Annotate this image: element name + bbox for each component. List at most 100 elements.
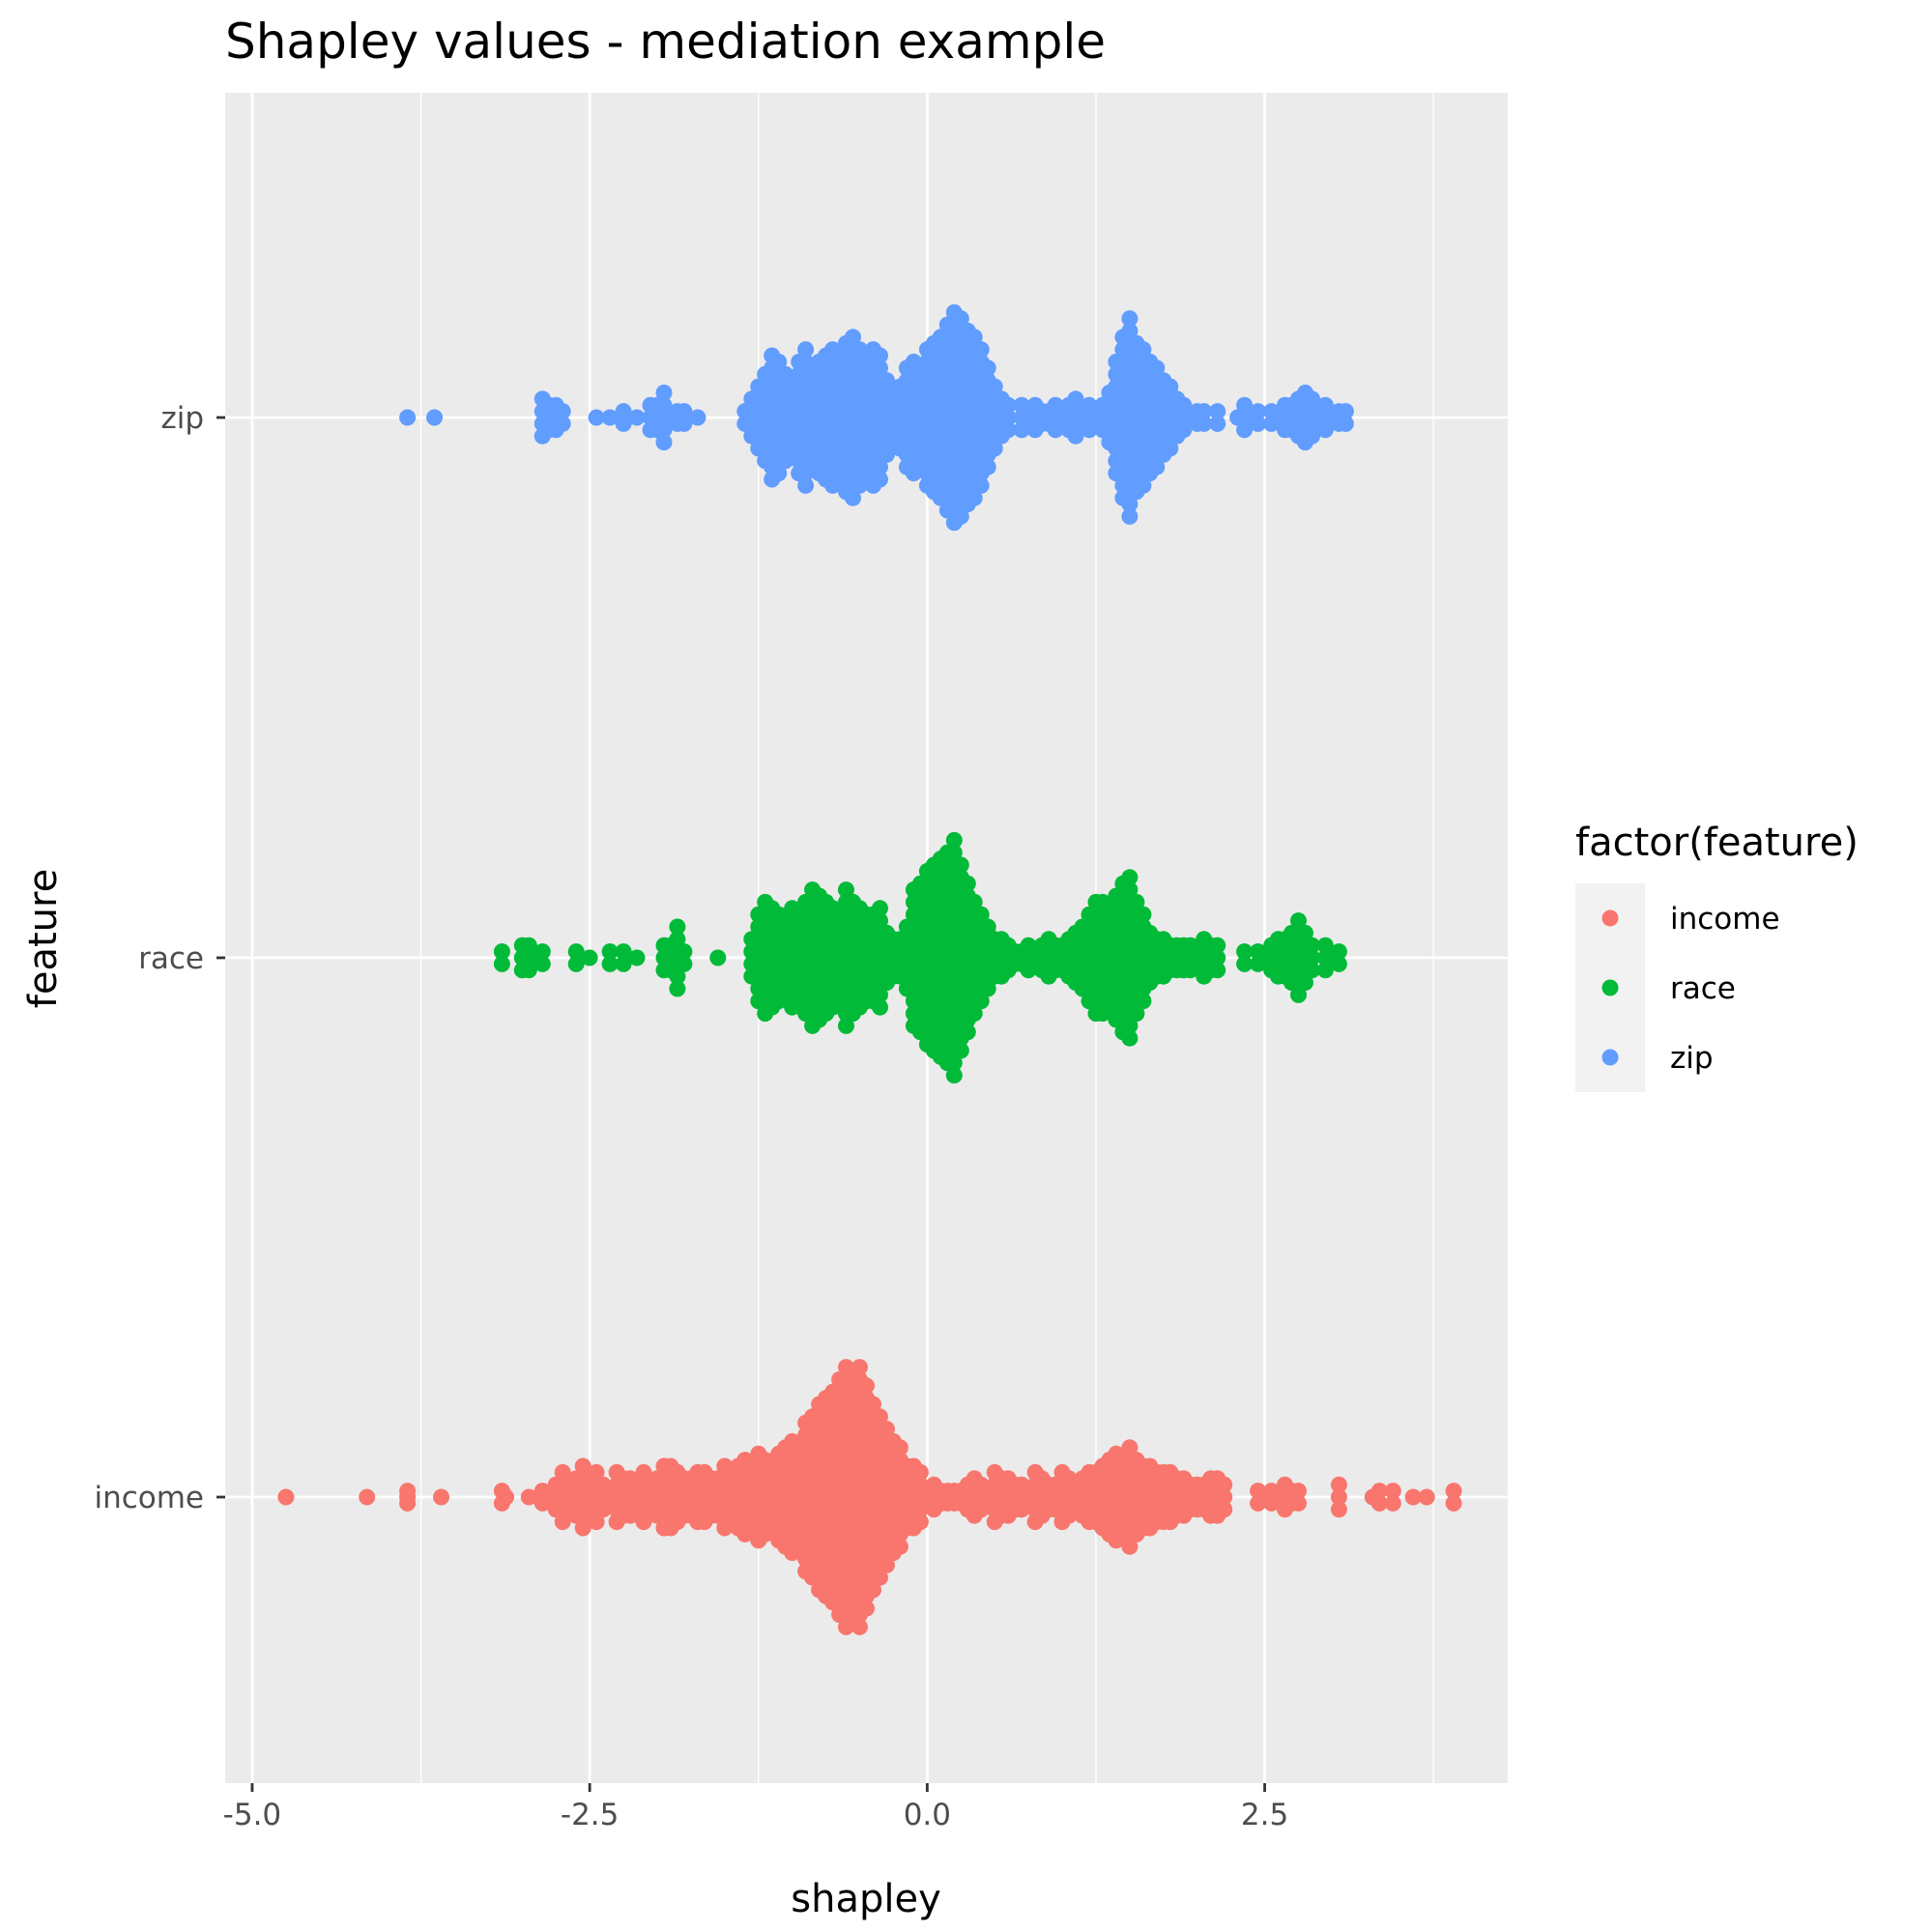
point-income — [872, 1569, 888, 1586]
point-income — [635, 1463, 652, 1481]
chart-title: Shapley values - mediation example — [225, 14, 1106, 70]
point-race — [567, 955, 585, 972]
point-zip — [655, 396, 673, 414]
point-zip — [676, 415, 693, 432]
point-zip — [1263, 415, 1281, 432]
x-axis: -5.0 -2.5 0.0 2.5 — [223, 1783, 1288, 1832]
point-zip — [1263, 403, 1281, 420]
point-race — [1135, 906, 1152, 923]
point-zip — [1304, 427, 1320, 445]
point-race — [1316, 949, 1334, 966]
point-race — [676, 943, 693, 961]
point-zip — [845, 329, 861, 346]
point-zip — [655, 384, 673, 401]
point-zip — [979, 458, 996, 476]
point-income — [858, 1377, 875, 1395]
point-zip — [905, 465, 922, 482]
point-race — [669, 980, 686, 997]
point-income — [1370, 1483, 1388, 1500]
point-income — [554, 1476, 571, 1493]
point-zip — [972, 476, 990, 494]
point-income — [359, 1488, 376, 1506]
point-zip — [952, 310, 969, 328]
point-zip — [1304, 403, 1320, 420]
point-income — [635, 1514, 652, 1531]
y-axis-title: feature — [21, 869, 66, 1008]
point-income — [851, 1618, 868, 1635]
point-race — [1128, 1005, 1145, 1023]
point-zip — [879, 446, 895, 463]
point-zip — [1236, 421, 1254, 439]
legend-key-income — [1601, 909, 1619, 927]
point-race — [1330, 943, 1347, 961]
x-axis-title: shapley — [791, 1877, 941, 1921]
point-race — [1121, 881, 1139, 899]
point-race — [838, 881, 854, 899]
point-race — [1121, 869, 1139, 886]
point-race — [1297, 924, 1313, 941]
point-income — [1384, 1494, 1401, 1512]
point-zip — [1121, 322, 1139, 339]
x-tick-label: -5.0 — [223, 1798, 282, 1832]
point-zip — [824, 476, 842, 494]
point-zip — [966, 329, 983, 346]
legend-key-zip — [1601, 1049, 1619, 1066]
point-zip — [628, 409, 646, 426]
point-zip — [676, 403, 693, 420]
point-race — [979, 980, 996, 997]
point-zip — [1316, 421, 1334, 439]
point-zip — [655, 434, 673, 451]
point-income — [433, 1488, 449, 1506]
point-race — [1236, 955, 1254, 972]
point-income — [1290, 1483, 1307, 1500]
point-zip — [426, 409, 443, 426]
point-income — [533, 1494, 551, 1512]
point-race — [952, 856, 969, 874]
point-race — [966, 893, 983, 910]
point-race — [972, 993, 990, 1010]
point-zip — [1067, 427, 1084, 445]
point-race — [520, 937, 537, 954]
point-zip — [905, 353, 922, 370]
point-income — [574, 1519, 591, 1537]
point-zip — [872, 471, 888, 488]
point-race — [952, 1042, 969, 1059]
point-zip — [655, 421, 673, 439]
point-race — [979, 918, 996, 936]
point-race — [872, 900, 888, 917]
point-race — [945, 831, 963, 849]
point-zip — [1236, 396, 1254, 414]
point-race — [1209, 937, 1226, 954]
point-zip — [1304, 390, 1320, 408]
point-race — [601, 943, 619, 961]
point-income — [1216, 1488, 1233, 1506]
point-zip — [1250, 415, 1267, 432]
point-zip — [872, 360, 888, 377]
y-tick-label-race: race — [138, 941, 204, 976]
point-race — [1316, 962, 1334, 979]
x-tick-label: -2.5 — [561, 1798, 620, 1832]
point-zip — [770, 465, 788, 482]
point-income — [1330, 1501, 1347, 1518]
point-race — [872, 986, 888, 1003]
point-income — [838, 1359, 854, 1376]
point-race — [520, 962, 537, 979]
point-income — [858, 1600, 875, 1617]
point-income — [872, 1408, 888, 1426]
point-zip — [1175, 409, 1193, 426]
point-zip — [1316, 396, 1334, 414]
point-zip — [1175, 396, 1193, 414]
point-income — [554, 1501, 571, 1518]
point-income — [533, 1483, 551, 1500]
point-race — [628, 949, 646, 966]
point-income — [838, 1618, 854, 1635]
point-zip — [845, 489, 861, 506]
point-race — [1250, 943, 1267, 961]
point-race — [669, 967, 686, 985]
point-race — [533, 943, 551, 961]
point-zip — [999, 396, 1017, 414]
point-income — [851, 1359, 868, 1376]
point-race — [872, 998, 888, 1016]
point-income — [1384, 1483, 1401, 1500]
point-race — [959, 875, 976, 892]
